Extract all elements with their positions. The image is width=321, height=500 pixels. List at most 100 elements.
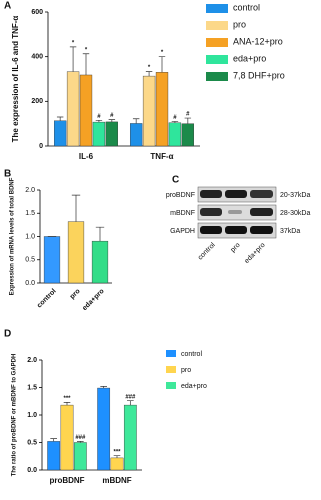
size-label: 28-30kDa (280, 210, 310, 217)
blot-band (225, 190, 247, 198)
lane-label: pro (230, 242, 242, 254)
legend-label: ANA-12+pro (233, 36, 283, 46)
significance-mark: ### (125, 394, 136, 400)
x-tick-label: mBDNF (102, 476, 131, 485)
blot-band (228, 210, 242, 214)
bar (60, 404, 74, 471)
y-tick-label: 1.0 (27, 412, 37, 419)
error-bar (95, 119, 103, 123)
row-label: mBDNF (170, 210, 195, 217)
panel-letter: A (4, 1, 11, 12)
y-tick-label: 400 (31, 54, 43, 61)
legend-swatch (206, 21, 228, 30)
y-tick-label: 0 (39, 143, 43, 150)
y-tick-label: 1.5 (27, 384, 37, 391)
legend-swatch (206, 38, 228, 47)
x-tick-label: TNF-α (150, 152, 173, 161)
legend-swatch (206, 72, 228, 81)
error-bar (50, 438, 57, 442)
bar (110, 457, 124, 471)
x-tick-label: eda+pro (81, 288, 105, 312)
legend-swatch (166, 382, 176, 389)
legend-swatch (166, 366, 176, 373)
significance-mark: # (97, 114, 101, 120)
legend-swatch (166, 350, 176, 357)
legend-label: pro (181, 367, 191, 374)
bar (105, 121, 118, 147)
legend-label: eda+pro (181, 383, 207, 390)
y-axis-label: The ratio of proBDNF or mBDNF to GAPDH (12, 354, 18, 477)
legend-swatch (206, 4, 228, 13)
bar (67, 221, 85, 284)
bar (66, 71, 80, 147)
size-label: 37kDa (280, 228, 300, 235)
bar (129, 123, 143, 147)
error-bar (113, 455, 121, 458)
error-bar (69, 46, 77, 72)
error-bar (127, 400, 134, 406)
legend-swatch (206, 55, 228, 64)
error-bar (108, 119, 116, 122)
blot-band (225, 226, 247, 234)
bar (168, 122, 182, 147)
legend-label: eda+pro (233, 53, 266, 63)
error-bar (95, 226, 105, 242)
bar (92, 121, 106, 147)
size-label: 20-37kDa (280, 192, 310, 199)
bar (47, 441, 61, 471)
y-tick-label: 2.0 (27, 357, 37, 364)
blot-band (250, 190, 273, 198)
significance-mark: # (186, 112, 190, 118)
x-tick-label: proBDNF (49, 476, 84, 485)
error-bar (77, 441, 84, 443)
y-tick-label: 0.5 (25, 257, 35, 264)
y-tick-label: 0.5 (27, 439, 37, 446)
lane-label: eda+pro (243, 242, 266, 265)
significance-mark: # (173, 115, 177, 121)
error-bar (132, 118, 140, 124)
bar (97, 387, 111, 471)
x-tick-label: control (36, 288, 58, 310)
bar (142, 75, 156, 147)
blot-band (250, 208, 273, 216)
panel-letter: B (4, 169, 11, 180)
blot-band (200, 190, 222, 198)
bar (73, 442, 87, 471)
bar (54, 120, 67, 147)
y-tick-label: 200 (31, 98, 43, 105)
significance-mark: *** (63, 396, 71, 402)
y-tick-label: 2.0 (25, 187, 35, 194)
bar (79, 74, 93, 147)
blot-band (200, 226, 222, 234)
error-bar (63, 402, 71, 406)
legend-label: pro (233, 19, 246, 29)
row-label: GAPDH (170, 228, 195, 235)
legend-label: control (233, 2, 260, 12)
western-blot: C proBDNF mBDNF GAPDH 20-37kDa 28-30kDa … (166, 175, 311, 265)
bar (181, 123, 195, 147)
error-bar (56, 116, 64, 121)
y-tick-label: 0.0 (25, 280, 35, 287)
significance-mark: *** (113, 449, 121, 455)
y-tick-label: 1.5 (25, 210, 35, 217)
y-tick-label: 0.0 (27, 467, 37, 474)
blot-band (200, 208, 222, 216)
bar (155, 72, 169, 147)
error-bar (100, 386, 107, 389)
lane-label: control (197, 241, 217, 261)
error-bar (145, 71, 153, 77)
significance-mark: ### (75, 435, 86, 441)
significance-mark: * (72, 40, 75, 46)
bar (43, 236, 61, 284)
significance-mark: * (161, 50, 164, 56)
error-bar (82, 53, 90, 75)
error-bar (171, 121, 179, 123)
significance-mark: * (148, 65, 151, 71)
bar (123, 404, 137, 471)
error-bar (71, 194, 81, 222)
legend-label: 7,8 DHF+pro (233, 70, 285, 80)
panel-letter: C (172, 175, 179, 186)
y-axis-label: Expression of mRNA levels of total BDNF (10, 177, 16, 295)
y-tick-label: 600 (31, 9, 43, 16)
